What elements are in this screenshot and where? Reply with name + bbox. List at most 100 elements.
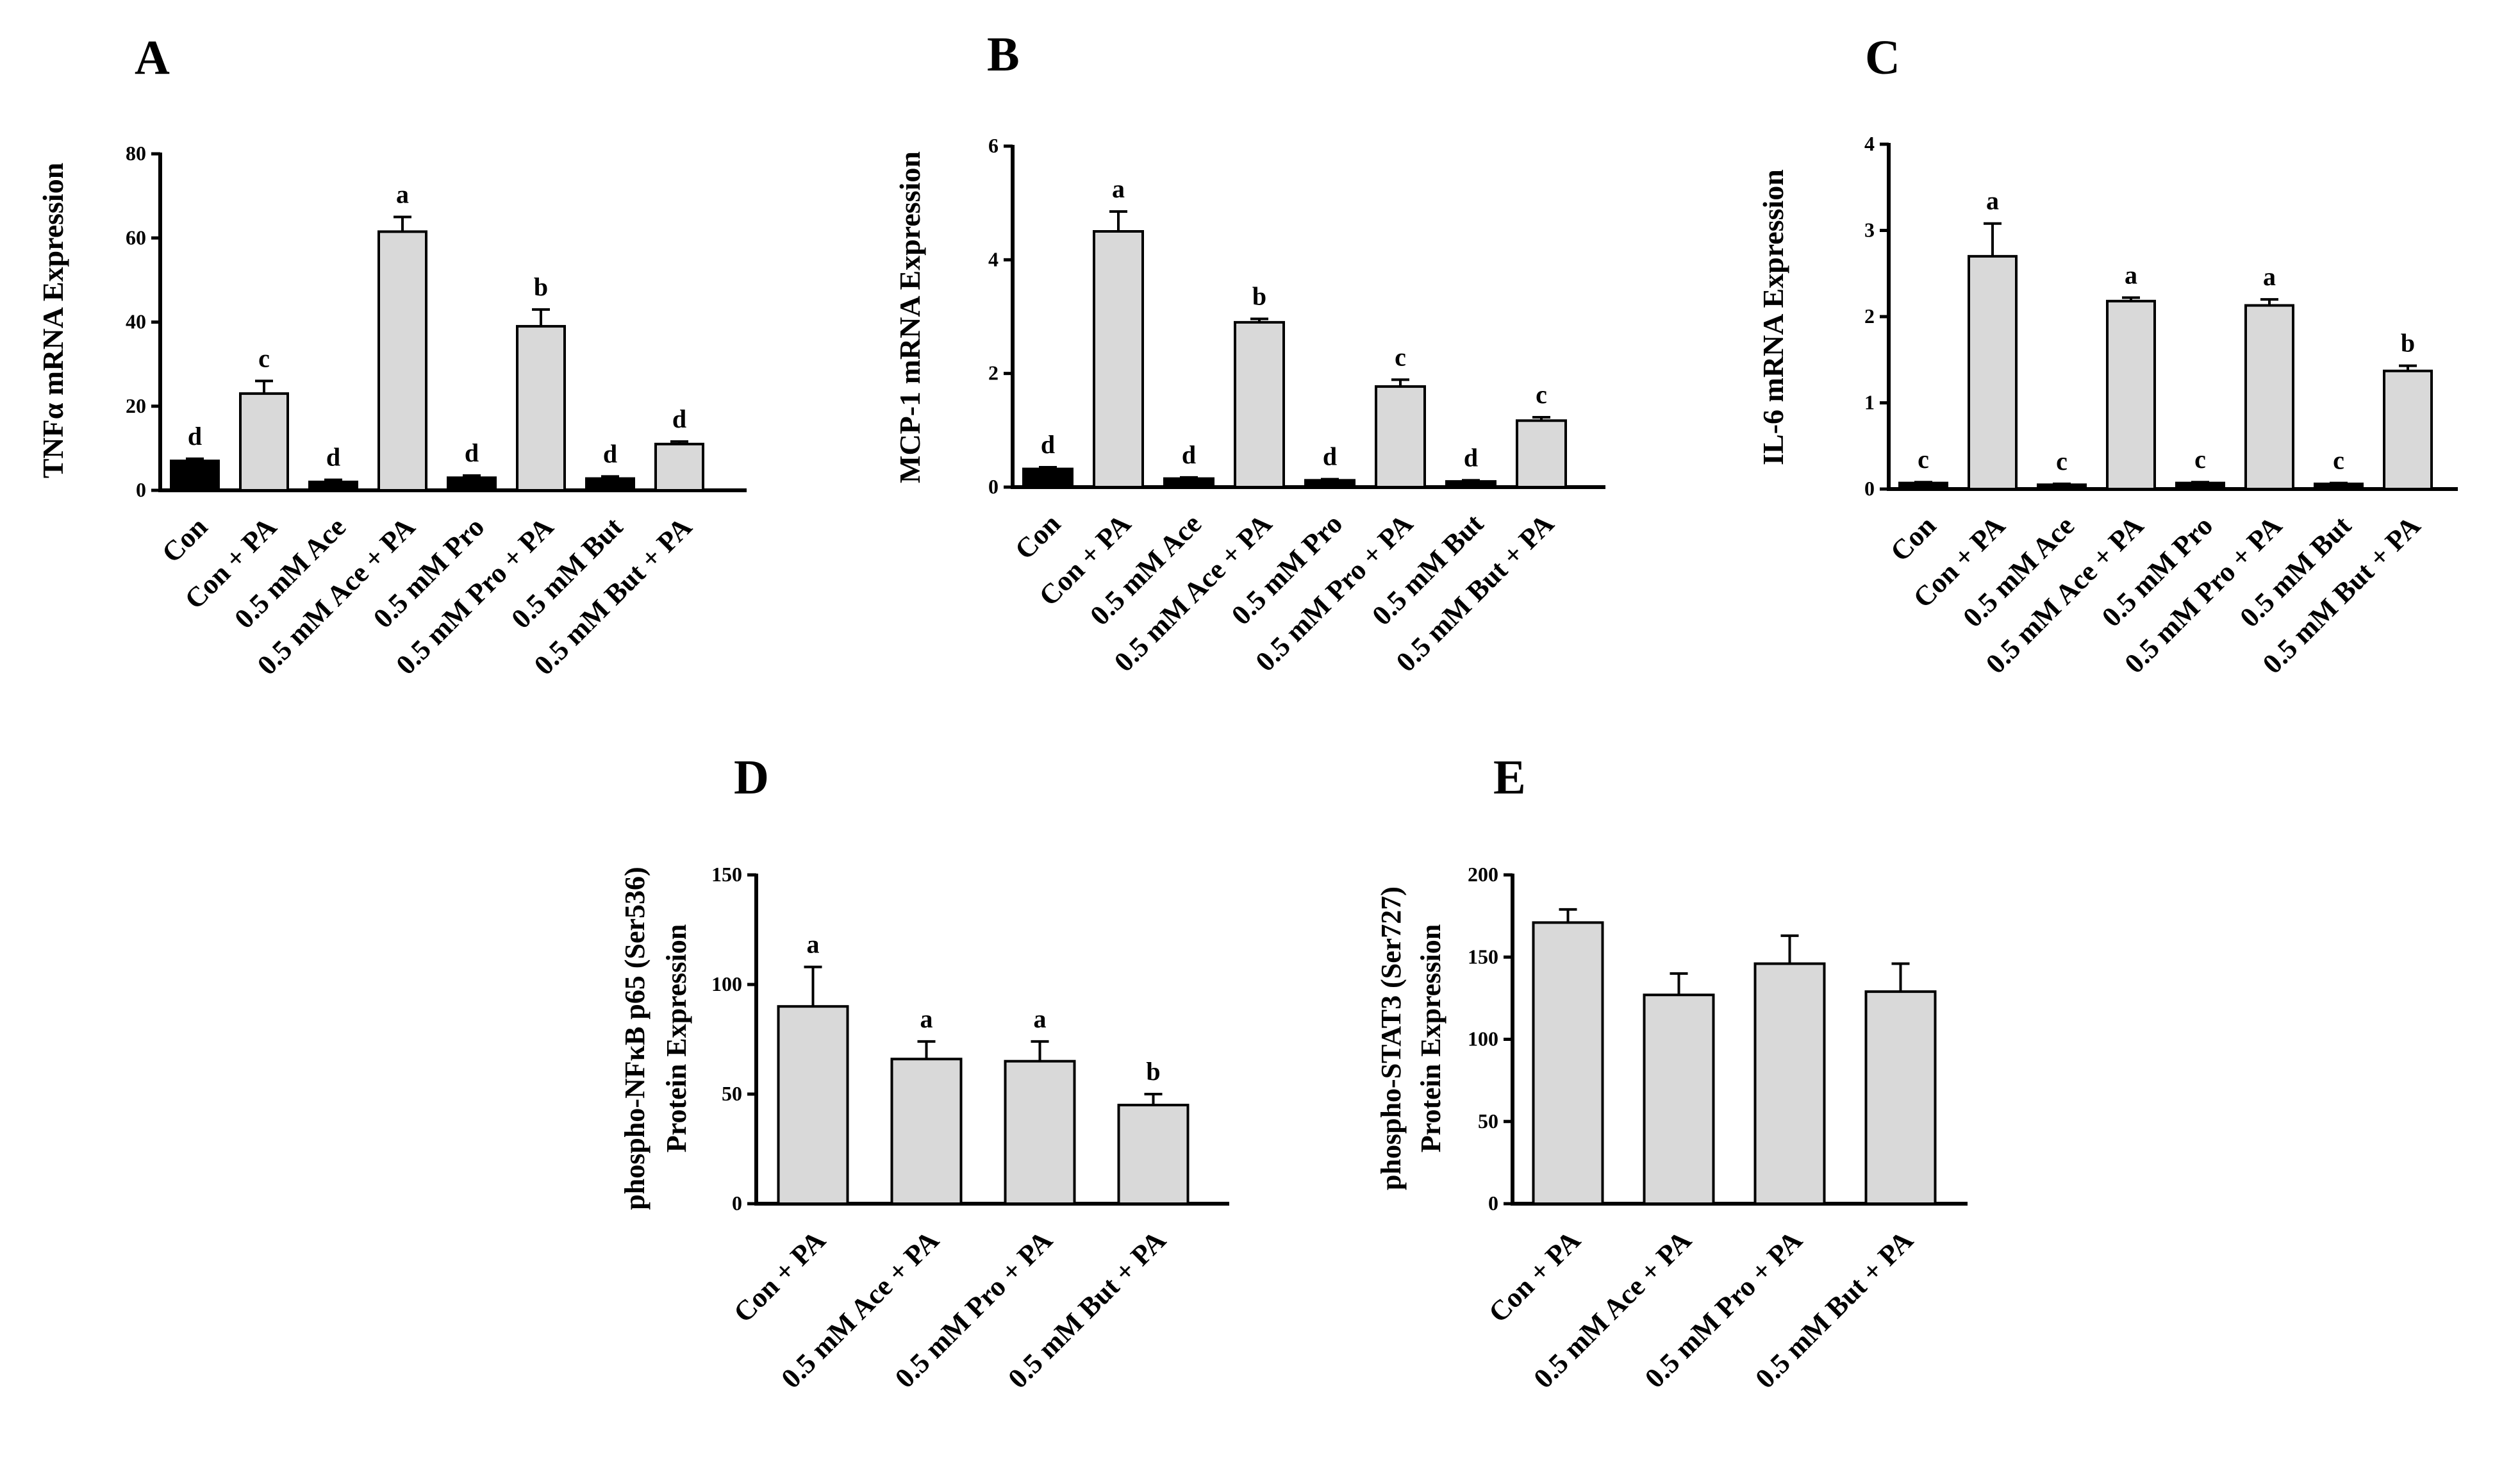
significance-letter: a bbox=[396, 179, 409, 208]
panel-label: C bbox=[1865, 31, 1900, 85]
bar bbox=[170, 460, 220, 492]
bar bbox=[777, 1005, 849, 1205]
bar bbox=[447, 476, 497, 492]
bar bbox=[1898, 481, 1948, 491]
y-tick-label: 20 bbox=[126, 394, 146, 417]
bar bbox=[1643, 993, 1715, 1205]
bar bbox=[2314, 482, 2364, 490]
category-label: Con bbox=[1884, 510, 1942, 567]
bar bbox=[1968, 254, 2018, 490]
significance-letter: d bbox=[1041, 430, 1055, 459]
y-tick-label: 100 bbox=[711, 972, 742, 995]
bar bbox=[1445, 480, 1496, 489]
significance-letter: c bbox=[1395, 342, 1406, 371]
significance-letter: d bbox=[672, 404, 686, 433]
y-tick-label: 60 bbox=[126, 226, 146, 249]
bar bbox=[2106, 299, 2156, 490]
panel-e: E 0 50 100 150 200 phospho-STAT3 (Ser727) Prote… bbox=[1375, 751, 1968, 1395]
bar bbox=[1004, 1059, 1076, 1205]
significance-letter: d bbox=[1323, 442, 1337, 471]
y-tick-label: 6 bbox=[988, 134, 999, 157]
y-tick-label: 0 bbox=[732, 1192, 742, 1215]
significance-letter: c bbox=[2194, 445, 2206, 474]
y-tick-label: 150 bbox=[711, 863, 742, 886]
significance-letter: c bbox=[2056, 447, 2068, 476]
bar bbox=[890, 1058, 963, 1206]
y-axis-label: MCP-1 mRNA Expression bbox=[893, 151, 926, 483]
bar bbox=[1753, 962, 1826, 1205]
bar bbox=[585, 477, 635, 492]
bar bbox=[1234, 320, 1285, 488]
y-tick-label: 50 bbox=[1478, 1109, 1498, 1133]
significance-letter: a bbox=[1034, 1004, 1047, 1033]
y-tick-label: 4 bbox=[988, 247, 999, 270]
y-axis-label: TNFα mRNA Expression bbox=[37, 163, 69, 479]
y-axis-label: IL-6 mRNA Expression bbox=[1757, 169, 1789, 465]
bar bbox=[1022, 467, 1073, 488]
bar bbox=[2383, 369, 2433, 490]
bar bbox=[1516, 419, 1567, 489]
category-label: Con bbox=[1009, 508, 1066, 565]
bar bbox=[654, 442, 704, 492]
bar bbox=[1093, 230, 1144, 488]
bar bbox=[308, 480, 358, 492]
y-tick-label: 50 bbox=[722, 1082, 742, 1105]
significance-letter: b bbox=[2401, 329, 2415, 358]
significance-letter: c bbox=[1536, 380, 1547, 409]
significance-letter: a bbox=[2125, 260, 2137, 289]
y-tick-label: 100 bbox=[1468, 1027, 1498, 1051]
significance-letter: d bbox=[326, 443, 340, 472]
significance-letter: d bbox=[188, 422, 202, 451]
bar bbox=[239, 392, 289, 492]
bar bbox=[1163, 477, 1214, 489]
y-tick-label: 0 bbox=[136, 478, 146, 501]
panel-label: D bbox=[734, 751, 769, 804]
category-label: Con + PA bbox=[1482, 1224, 1587, 1329]
panel-label: A bbox=[135, 31, 170, 85]
y-tick-label: 0 bbox=[1864, 477, 1875, 500]
bar bbox=[377, 230, 427, 492]
significance-letter: a bbox=[920, 1004, 933, 1033]
significance-letter: a bbox=[807, 930, 820, 959]
y-tick-label: 3 bbox=[1864, 219, 1875, 242]
significance-letter: a bbox=[1112, 174, 1125, 203]
y-tick-label: 200 bbox=[1468, 863, 1498, 886]
y-tick-label: 150 bbox=[1468, 945, 1498, 968]
significance-letter: b bbox=[1146, 1057, 1160, 1086]
significance-letter: d bbox=[1464, 443, 1478, 472]
significance-letter: b bbox=[534, 272, 548, 301]
bar bbox=[1864, 990, 1937, 1205]
y-tick-label: 80 bbox=[126, 142, 146, 165]
significance-letter: d bbox=[1182, 440, 1196, 469]
bar bbox=[1375, 385, 1426, 488]
bar bbox=[1117, 1104, 1190, 1205]
y-tick-label: 2 bbox=[1864, 304, 1875, 328]
y-axis-label-line2: Protein Expression bbox=[661, 924, 692, 1153]
y-tick-label: 2 bbox=[988, 361, 999, 385]
bar bbox=[1532, 921, 1604, 1205]
y-tick-label: 4 bbox=[1864, 132, 1875, 155]
bar bbox=[2175, 481, 2225, 491]
bar bbox=[2037, 483, 2087, 491]
significance-letter: c bbox=[258, 344, 270, 372]
y-tick-label: 40 bbox=[126, 310, 146, 333]
significance-letter: c bbox=[1918, 445, 1929, 474]
significance-letter: a bbox=[1986, 187, 1999, 215]
category-label: Con bbox=[156, 511, 213, 569]
y-axis-label-line2: Protein Expression bbox=[1415, 924, 1447, 1153]
significance-letter: b bbox=[1252, 282, 1266, 311]
significance-letter: a bbox=[2263, 262, 2276, 291]
bar bbox=[516, 325, 566, 492]
panel-d: D 0 50 100 150 phospho-NFκB p65 (Ser536) Prote… bbox=[619, 751, 1229, 1395]
panel-label: B bbox=[987, 28, 1020, 81]
y-axis-label: phospho-NFκB p65 (Ser536) bbox=[619, 867, 651, 1209]
y-axis-label: phospho-STAT3 (Ser727) bbox=[1375, 886, 1407, 1190]
significance-letter: d bbox=[465, 438, 479, 467]
y-tick-label: 0 bbox=[988, 475, 999, 498]
panel-label: E bbox=[1493, 751, 1526, 804]
significance-letter: d bbox=[603, 439, 617, 468]
significance-letter: c bbox=[2333, 446, 2344, 475]
